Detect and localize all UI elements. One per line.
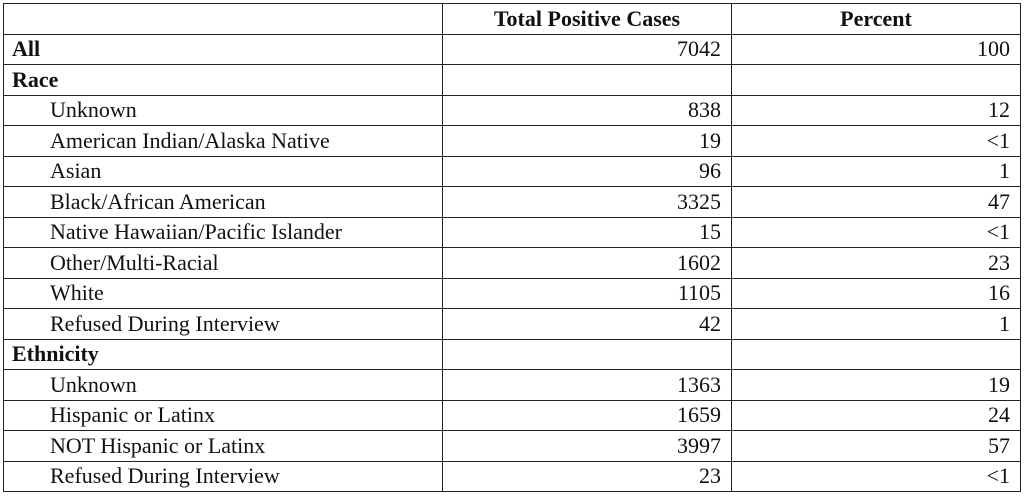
percent-cell: 19	[731, 369, 1021, 401]
percent-cell: <1	[731, 460, 1021, 492]
cases-cell: 1602	[442, 247, 732, 279]
row-label: Asian	[3, 155, 443, 187]
table-body: All 7042 100 Race Unknown 838 12 American India…	[3, 33, 1021, 492]
percent-cell: 1	[731, 155, 1021, 187]
percent-cell: 24	[731, 399, 1021, 431]
section-row: Ethnicity	[3, 338, 1021, 370]
column-header: Total Positive Cases	[442, 3, 732, 35]
row-label: NOT Hispanic or Latinx	[3, 430, 443, 462]
cases-cell: 838	[442, 94, 732, 126]
total-row: All 7042 100	[3, 33, 1021, 65]
data-row: Unknown 1363 19	[3, 369, 1021, 401]
page: Total Positive Cases Percent All 7042 100 R…	[0, 3, 1024, 504]
data-row: Unknown 838 12	[3, 94, 1021, 126]
percent-cell: 23	[731, 247, 1021, 279]
corner-cell	[3, 3, 443, 35]
header-row: Total Positive Cases Percent	[3, 3, 1021, 35]
section-row: Race	[3, 64, 1021, 96]
data-row: Refused During Interview 42 1	[3, 308, 1021, 340]
row-label: Unknown	[3, 369, 443, 401]
percent-cell: <1	[731, 125, 1021, 157]
row-label: Other/Multi-Racial	[3, 247, 443, 279]
cases-cell: 1105	[442, 277, 732, 309]
percent-cell: 12	[731, 94, 1021, 126]
row-label: Native Hawaiian/Pacific Islander	[3, 216, 443, 248]
data-row: Asian 96 1	[3, 155, 1021, 187]
row-label: White	[3, 277, 443, 309]
percent-cell: 47	[731, 186, 1021, 218]
data-row: NOT Hispanic or Latinx 3997 57	[3, 430, 1021, 462]
data-row: White 1105 16	[3, 277, 1021, 309]
cases-cell: 42	[442, 308, 732, 340]
cases-cell: 96	[442, 155, 732, 187]
section-title: Race	[3, 64, 443, 96]
cases-cell: 19	[442, 125, 732, 157]
row-label: Black/African American	[3, 186, 443, 218]
data-row: American Indian/Alaska Native 19 <1	[3, 125, 1021, 157]
data-row: Refused During Interview 23 <1	[3, 460, 1021, 492]
cases-cell: 3325	[442, 186, 732, 218]
row-label: American Indian/Alaska Native	[3, 125, 443, 157]
cases-cell: 7042	[442, 33, 732, 65]
row-label: Refused During Interview	[3, 460, 443, 492]
empty-cell	[731, 338, 1021, 370]
cases-cell: 1363	[442, 369, 732, 401]
section-title: Ethnicity	[3, 338, 443, 370]
row-label: All	[3, 33, 443, 65]
cases-cell: 15	[442, 216, 732, 248]
empty-cell	[731, 64, 1021, 96]
percent-cell: 57	[731, 430, 1021, 462]
empty-cell	[442, 338, 732, 370]
row-label: Hispanic or Latinx	[3, 399, 443, 431]
row-label: Refused During Interview	[3, 308, 443, 340]
percent-cell: <1	[731, 216, 1021, 248]
percent-cell: 16	[731, 277, 1021, 309]
cases-table: Total Positive Cases Percent All 7042 100 R…	[3, 3, 1021, 492]
data-row: Native Hawaiian/Pacific Islander 15 <1	[3, 216, 1021, 248]
data-row: Other/Multi-Racial 1602 23	[3, 247, 1021, 279]
cases-cell: 1659	[442, 399, 732, 431]
cases-cell: 3997	[442, 430, 732, 462]
column-header: Percent	[731, 3, 1021, 35]
data-row: Hispanic or Latinx 1659 24	[3, 399, 1021, 431]
data-row: Black/African American 3325 47	[3, 186, 1021, 218]
row-label: Unknown	[3, 94, 443, 126]
percent-cell: 100	[731, 33, 1021, 65]
percent-cell: 1	[731, 308, 1021, 340]
empty-cell	[442, 64, 732, 96]
cases-cell: 23	[442, 460, 732, 492]
